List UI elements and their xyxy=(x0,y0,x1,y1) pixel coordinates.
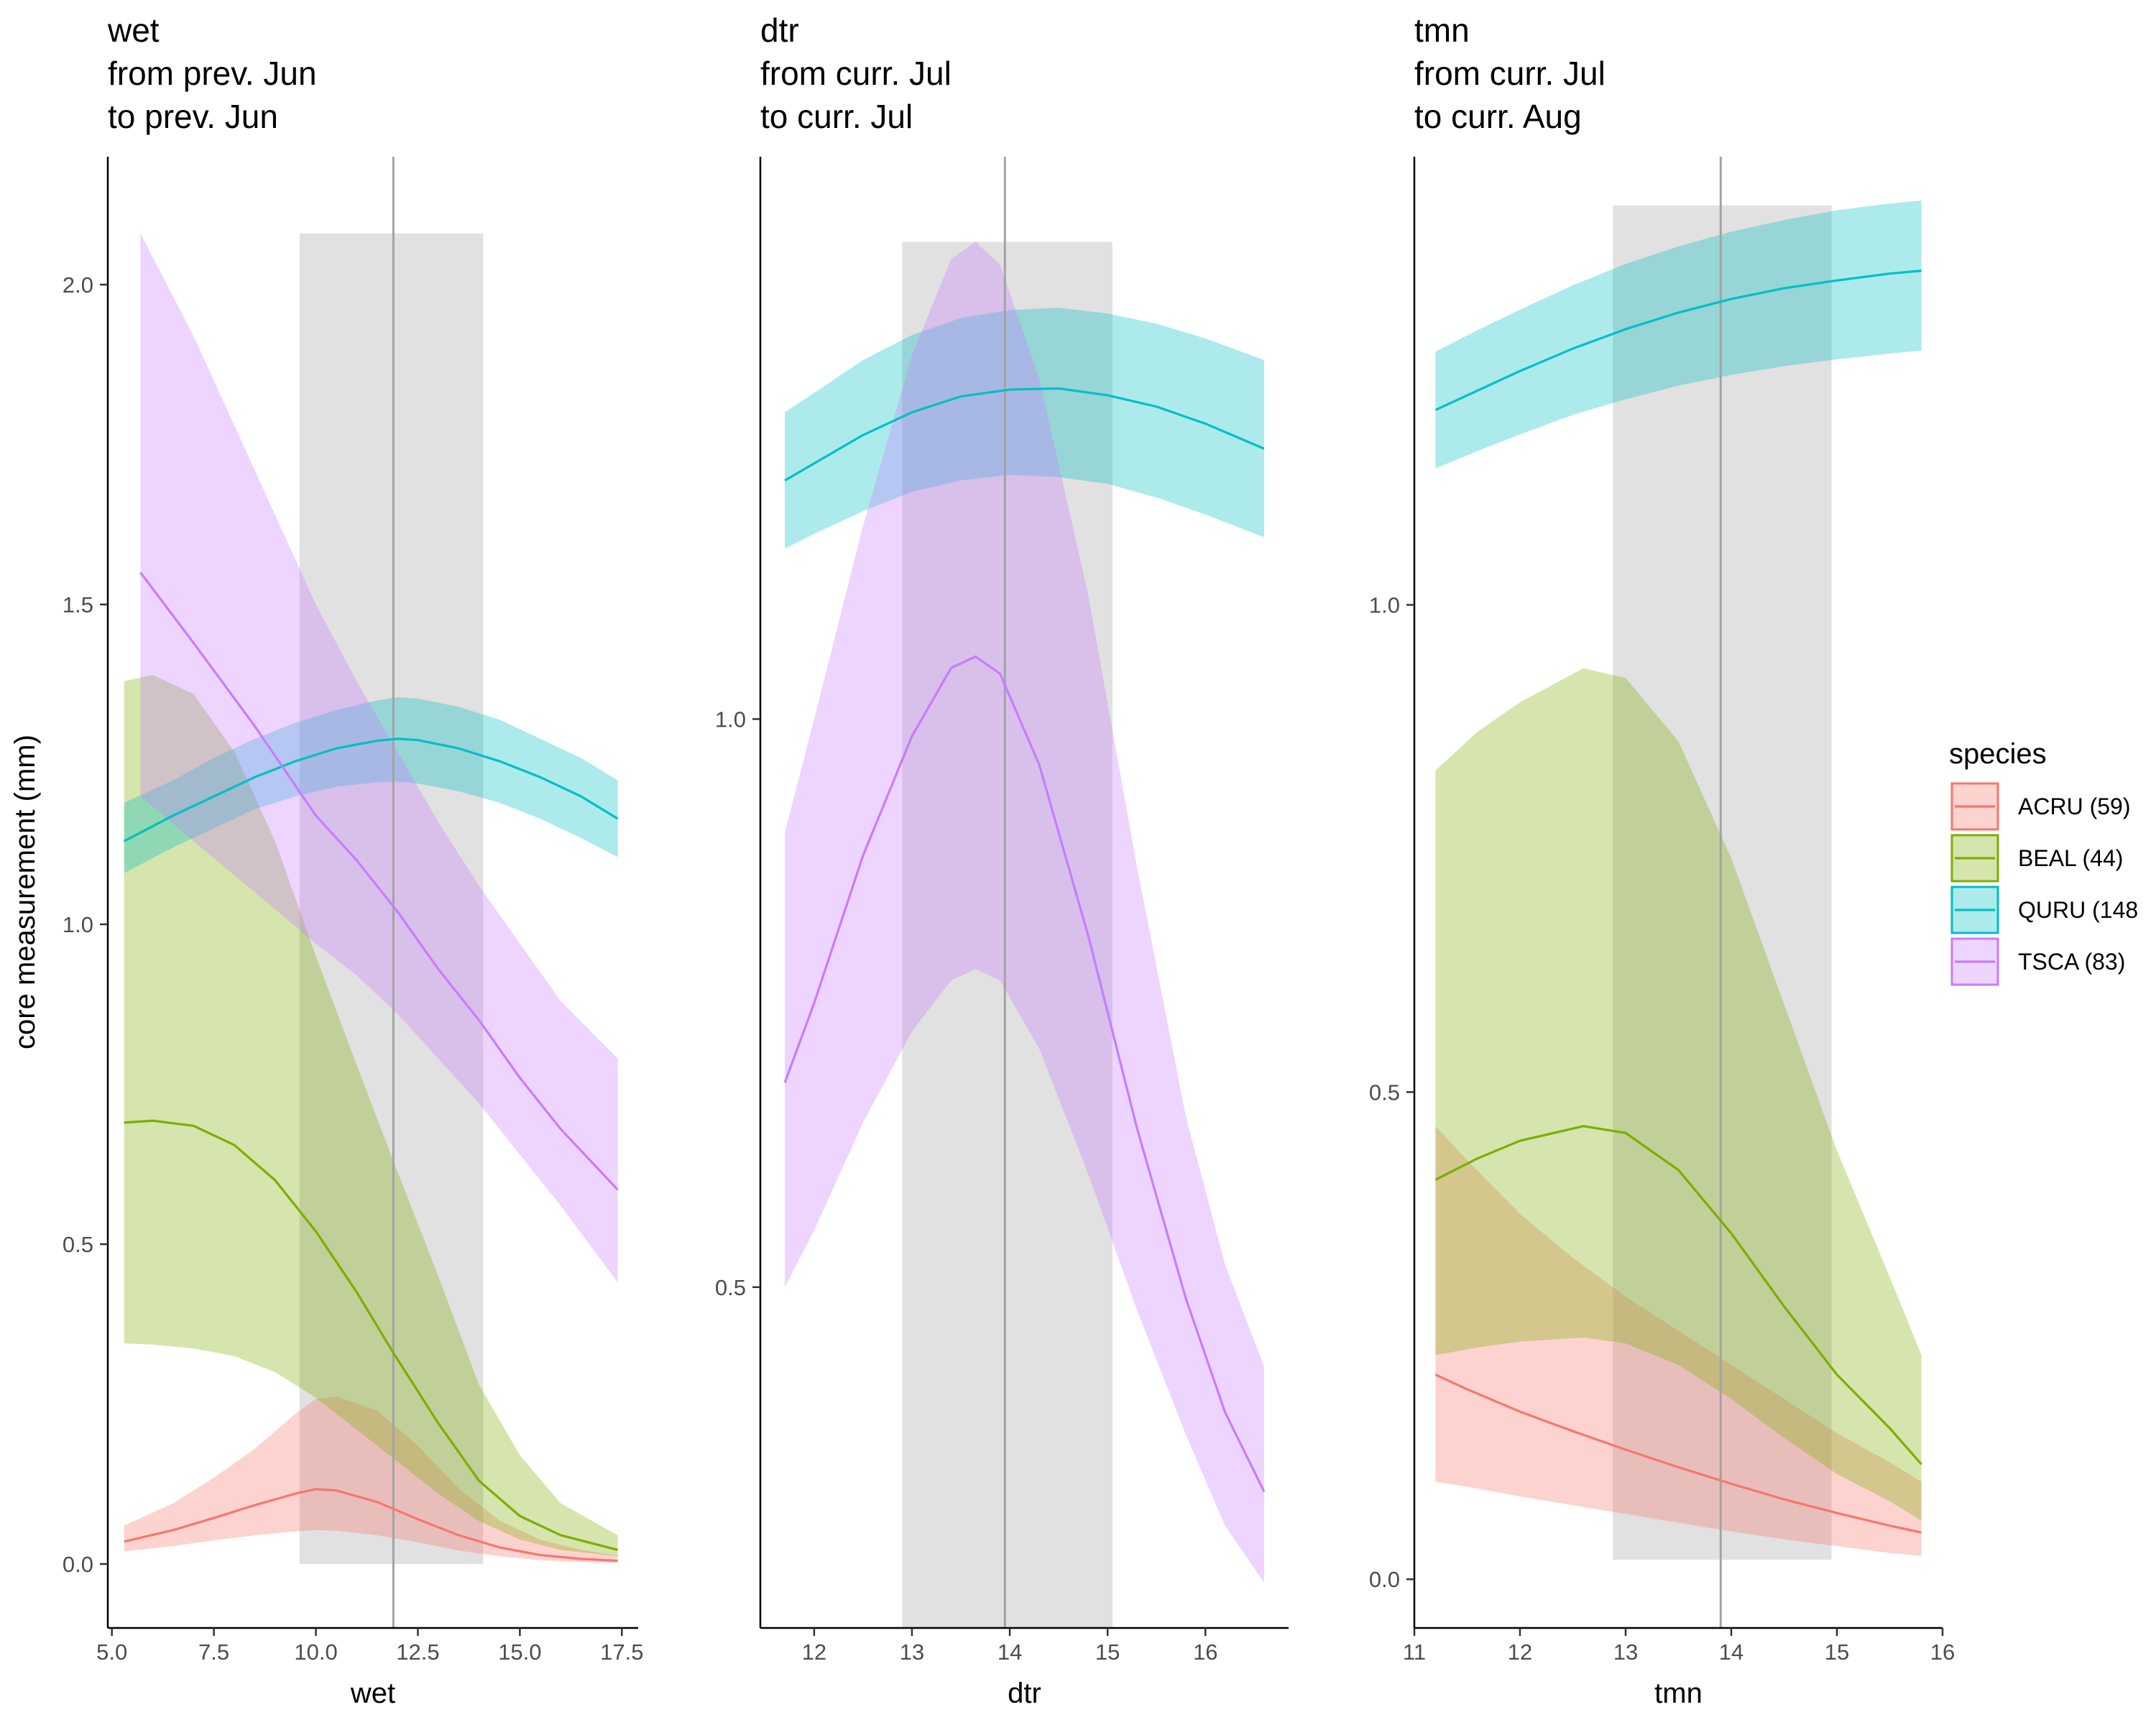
x-tick-label: 7.5 xyxy=(198,1639,229,1665)
x-tick-label: 14 xyxy=(998,1639,1022,1665)
legend-label: ACRU (59) xyxy=(2018,794,2130,819)
panel-title-line: from curr. Jul xyxy=(760,55,952,92)
legend-item-quru: QURU (148 xyxy=(1952,887,2138,933)
y-tick-label: 1.5 xyxy=(63,592,93,617)
legend-item-acru: ACRU (59) xyxy=(1952,783,2130,829)
legend-item-tsca: TSCA (83) xyxy=(1952,939,2125,985)
x-tick-label: 16 xyxy=(1193,1639,1217,1665)
x-tick-label: 14 xyxy=(1719,1639,1743,1665)
x-tick-label: 5.0 xyxy=(96,1639,127,1665)
x-tick-label: 12 xyxy=(1508,1639,1532,1665)
y-tick-label: 0.5 xyxy=(1369,1080,1400,1105)
y-tick-label: 0.0 xyxy=(63,1552,93,1577)
y-tick-label: 1.0 xyxy=(715,707,746,732)
panel-title-line: to curr. Aug xyxy=(1414,98,1582,135)
x-axis-title: tmn xyxy=(1654,1678,1703,1709)
x-tick-label: 13 xyxy=(900,1639,924,1665)
y-tick-label: 0.5 xyxy=(715,1275,746,1300)
x-tick-label: 16 xyxy=(1930,1639,1955,1665)
x-tick-label: 15 xyxy=(1825,1639,1849,1665)
x-tick-label: 11 xyxy=(1403,1639,1426,1665)
x-tick-label: 10.0 xyxy=(294,1639,337,1665)
panel-title-line: from curr. Jul xyxy=(1414,55,1606,92)
legend-item-beal: BEAL (44) xyxy=(1952,835,2123,881)
panel-title-line: wet xyxy=(107,12,160,49)
x-tick-label: 15 xyxy=(1095,1639,1120,1665)
x-tick-label: 17.5 xyxy=(600,1639,643,1665)
x-tick-label: 12 xyxy=(802,1639,826,1665)
legend-title: species xyxy=(1949,738,2047,770)
panel-title-line: to prev. Jun xyxy=(108,98,278,135)
panel-title-line: dtr xyxy=(760,12,799,49)
y-tick-label: 1.0 xyxy=(1369,593,1400,618)
panel-title-line: to curr. Jul xyxy=(760,98,913,135)
x-axis-title: dtr xyxy=(1008,1678,1041,1709)
y-tick-label: 0.5 xyxy=(63,1232,93,1257)
panel-wet: wet from prev. Jun to prev. Jun 5.0 7.5 10.0 1… xyxy=(63,12,644,1709)
panel-tmn: tmn from curr. Jul to curr. Aug 11 12 13 14 15 1… xyxy=(1369,12,1955,1709)
y-tick-label: 1.0 xyxy=(63,912,93,937)
panel-title-line: from prev. Jun xyxy=(108,55,317,92)
legend-label: QURU (148 xyxy=(2018,897,2138,923)
y-axis-title: core measurement (mm) xyxy=(9,735,41,1049)
legend-label: TSCA (83) xyxy=(2018,949,2125,975)
x-tick-label: 12.5 xyxy=(396,1639,439,1665)
legend: species ACRU (59) BEAL (44) QURU (148 TSCA (… xyxy=(1949,738,2138,985)
panel-title-line: tmn xyxy=(1414,12,1470,49)
panel-dtr: dtr from curr. Jul to curr. Jul 12 13 14 15 16 0… xyxy=(715,12,1289,1709)
x-tick-label: 13 xyxy=(1613,1639,1638,1665)
x-axis-title: wet xyxy=(350,1678,395,1709)
y-tick-label: 0.0 xyxy=(1369,1567,1400,1592)
legend-label: BEAL (44) xyxy=(2018,845,2123,871)
x-tick-label: 15.0 xyxy=(498,1639,541,1665)
y-tick-label: 2.0 xyxy=(63,272,93,298)
